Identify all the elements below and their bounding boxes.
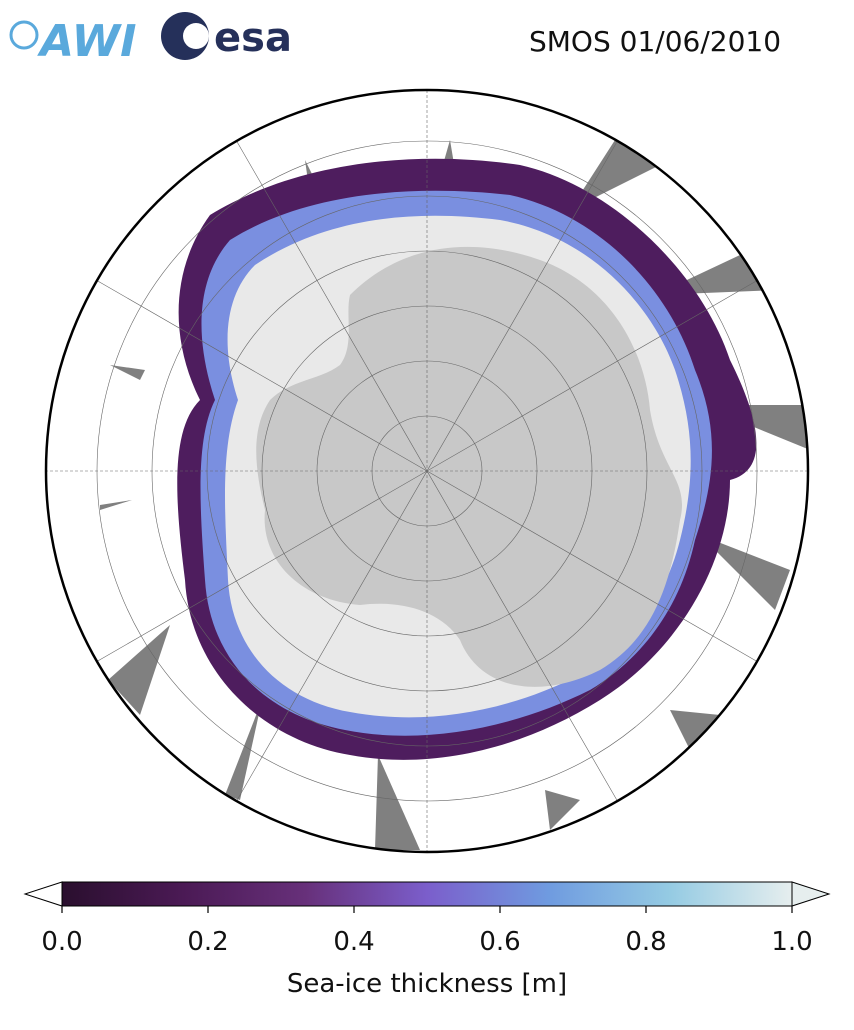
graticule — [46, 90, 808, 852]
colorbar-extend-low — [23, 881, 63, 907]
colorbar-label: Sea-ice thickness [m] — [287, 969, 567, 999]
map-boundary — [44, 88, 810, 854]
colorbar-tick-label: 0.2 — [187, 927, 228, 957]
colorbar-tick-label: 1.0 — [771, 927, 812, 957]
colorbar-tick-label: 0.6 — [479, 927, 520, 957]
colorbar-extend-high — [791, 881, 831, 907]
esa-logo-mark-inner — [183, 23, 209, 49]
colorbar-tick-label: 0.0 — [41, 927, 82, 957]
colorbar-tick-label: 0.4 — [333, 927, 374, 957]
awi-logo-mark — [9, 20, 39, 50]
colorbar — [23, 881, 831, 913]
no-data-wedges — [100, 140, 808, 850]
awi-logo: AWI — [37, 16, 137, 67]
colorbar-tick-label: 0.8 — [625, 927, 666, 957]
esa-logo: esa — [214, 15, 292, 61]
colorbar-gradient — [61, 881, 793, 907]
map — [46, 90, 808, 852]
logos: AWI esa — [9, 12, 292, 67]
map-title: SMOS 01/06/2010 — [529, 25, 781, 58]
antarctica — [256, 246, 683, 687]
